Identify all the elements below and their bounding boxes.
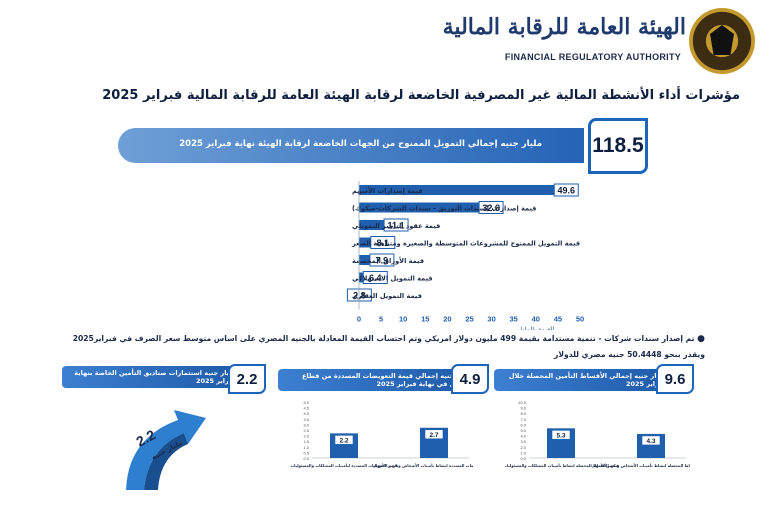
y-tick-label: 3.0 bbox=[303, 422, 309, 427]
note-text: تم إصدار سندات شركات - تنمية مستدامة بقي… bbox=[72, 334, 705, 359]
y-tick-label: 0.0 bbox=[520, 456, 526, 461]
fra-seal-logo bbox=[689, 8, 755, 74]
y-tick-label: 8.0 bbox=[520, 411, 526, 416]
total-value: 118.5 bbox=[592, 134, 644, 157]
data-label: 8.1 bbox=[377, 238, 390, 248]
category-label: قيمة التعويضات المسددة لنشاط تأمينات الأ… bbox=[373, 463, 473, 468]
data-label: 32.6 bbox=[482, 203, 500, 213]
y-tick-label: 7.0 bbox=[520, 417, 526, 422]
bar bbox=[359, 202, 504, 213]
category-label: قيمة عقود التأجير التمويلي bbox=[352, 221, 440, 230]
total-label: مليار جنيه إجمالي التمويل الممنوح من الج… bbox=[179, 139, 542, 149]
funds-label: مليار جنيه استثمارات صناديق التأمين الخا… bbox=[62, 366, 242, 388]
y-tick-label: 1.0 bbox=[303, 445, 309, 450]
category-label: قيمة التمويل العقاري bbox=[352, 292, 422, 300]
y-tick-label: 10.0 bbox=[518, 400, 527, 405]
data-label-box bbox=[369, 253, 395, 267]
x-tick-label: 35 bbox=[510, 315, 518, 324]
y-tick-label: 5.0 bbox=[303, 400, 309, 405]
claims-chart: 0.00.51.01.52.02.53.03.54.04.55.0 2.2 قيمة… bbox=[290, 400, 473, 468]
premiums-label: مليار جنيه إجمالي الأقساط التأمين المحصل… bbox=[494, 369, 672, 391]
x-tick-label: 0 bbox=[357, 315, 361, 324]
y-tick-label: 1.5 bbox=[303, 439, 309, 444]
y-tick-label: 5.0 bbox=[520, 428, 526, 433]
data-label-box bbox=[553, 183, 579, 197]
category-label: قيمة التمويل الاستهلاكي bbox=[352, 275, 433, 283]
data-label-box bbox=[370, 236, 396, 249]
data-label: 6.4 bbox=[369, 273, 382, 283]
total-banner bbox=[118, 128, 584, 163]
data-label-box bbox=[383, 218, 409, 232]
data-label: 49.6 bbox=[557, 186, 575, 196]
category-label: قيمة الأقساط المحصلة لنشاط تأمينات الممت… bbox=[505, 463, 620, 468]
y-tick-label: 2.0 bbox=[303, 434, 309, 439]
data-label: 2.7 bbox=[429, 432, 438, 439]
growth-arrow-icon bbox=[126, 410, 206, 490]
data-label: 7.9 bbox=[376, 256, 389, 266]
data-label-box bbox=[424, 429, 444, 440]
premiums-chart: 0.01.02.03.04.05.06.07.08.09.010.0 5.3 قيم… bbox=[505, 400, 690, 468]
x-tick-label: 15 bbox=[421, 315, 429, 324]
data-label-box bbox=[551, 430, 571, 440]
note-bullet-icon: ● bbox=[697, 334, 705, 344]
premiums-value: 9.6 bbox=[656, 364, 694, 394]
x-tick-label: 20 bbox=[443, 315, 451, 324]
category-label: قيمة الأقساط المحصلة لنشاط تأمينات الأشخ… bbox=[591, 463, 690, 468]
funds-value: 2.2 bbox=[228, 364, 266, 394]
y-tick-label: 3.5 bbox=[303, 417, 309, 422]
authority-name-arabic: الهيئة العامة للرقابة المالية bbox=[442, 14, 686, 40]
y-tick-label: 2.5 bbox=[303, 428, 309, 433]
y-tick-label: 3.0 bbox=[520, 439, 526, 444]
data-label: 4.3 bbox=[646, 438, 655, 445]
x-tick-label: 40 bbox=[532, 315, 540, 324]
bar bbox=[359, 220, 409, 230]
bond-note: ● تم إصدار سندات شركات - تنمية مستدامة ب… bbox=[60, 331, 705, 362]
x-tick-label: 30 bbox=[487, 315, 495, 324]
data-label-box bbox=[641, 435, 661, 446]
category-label: قيمة التعويضات المسددة لتأمينات الممتلكا… bbox=[290, 463, 398, 468]
data-label: 5.3 bbox=[556, 432, 565, 439]
page-title: مؤشرات أداء الأنشطة المالية غير المصرفية… bbox=[102, 88, 740, 103]
y-tick-label: 4.5 bbox=[303, 406, 309, 411]
x-tick-label: 25 bbox=[465, 315, 473, 324]
data-label: 11.1 bbox=[388, 221, 405, 231]
category-label: قيمة التمويل الممنوح للمشروعات المتوسطة … bbox=[351, 240, 580, 248]
y-tick-label: 4.0 bbox=[303, 411, 309, 416]
y-tick-label: 9.0 bbox=[520, 406, 526, 411]
x-tick-label: 10 bbox=[399, 315, 407, 324]
data-label-box bbox=[334, 435, 354, 445]
y-tick-label: 4.0 bbox=[520, 434, 526, 439]
authority-name-english: FINANCIAL REGULATORY AUTHORITY bbox=[504, 52, 682, 62]
data-label-box bbox=[362, 271, 388, 284]
category-label: قيمة الأوراق المخصمة bbox=[352, 256, 424, 265]
data-label: 2.2 bbox=[339, 437, 348, 444]
data-label-box bbox=[478, 201, 504, 214]
x-tick-label: 5 bbox=[379, 315, 383, 324]
category-label: قيمة إصدارات الأسهم bbox=[352, 186, 423, 195]
claims-label: مليار جنيه إجمالي قيمة التعويضات المسددة… bbox=[278, 369, 478, 391]
y-tick-label: 6.0 bbox=[520, 422, 526, 427]
y-tick-label: 0.5 bbox=[303, 450, 309, 455]
x-tick-label: 50 bbox=[576, 315, 584, 324]
x-axis-title: القيمة بالمليار bbox=[516, 326, 554, 331]
y-tick-label: 0.0 bbox=[303, 456, 309, 461]
category-label: قيمة إصدارات (سندات التوريق - سندات الشر… bbox=[352, 205, 536, 213]
y-tick-label: 1.0 bbox=[520, 450, 526, 455]
y-tick-label: 2.0 bbox=[520, 445, 526, 450]
x-tick-label: 45 bbox=[554, 315, 562, 324]
total-value-box: 118.5 bbox=[588, 118, 648, 174]
bar bbox=[359, 185, 579, 195]
claims-value: 4.9 bbox=[451, 364, 489, 394]
